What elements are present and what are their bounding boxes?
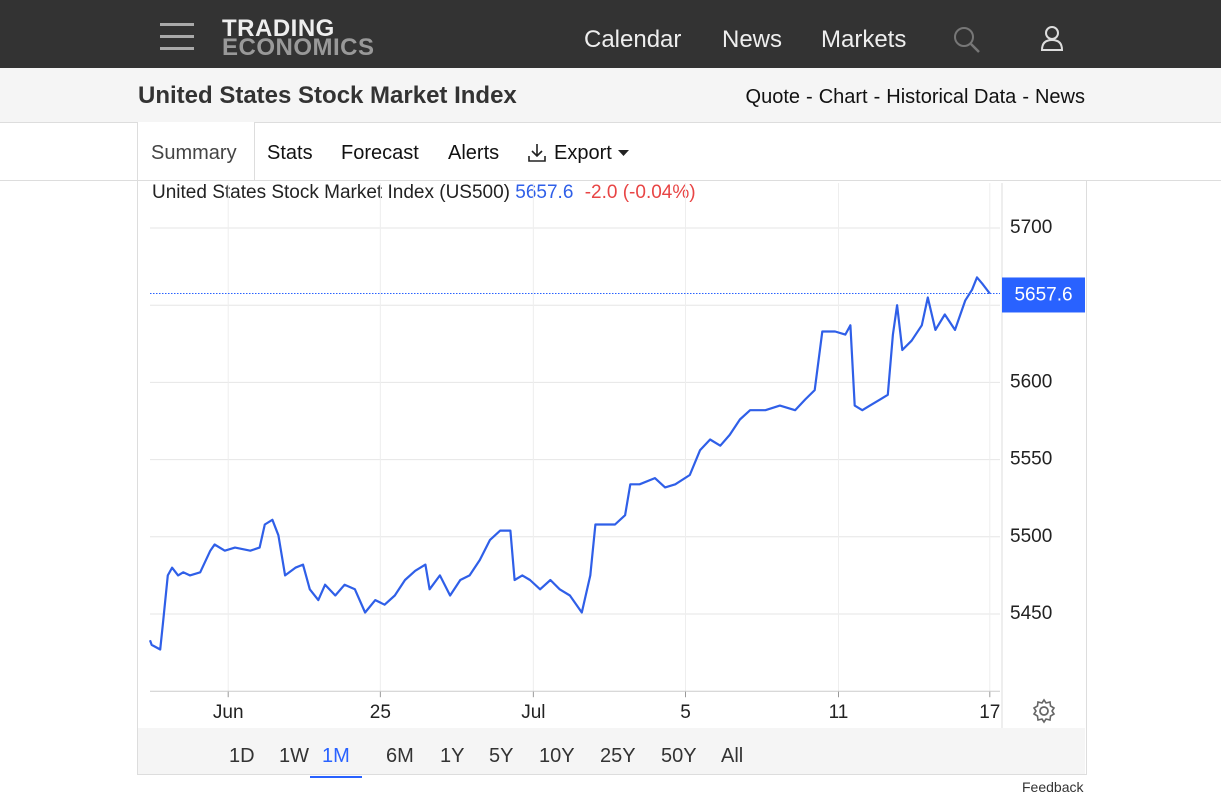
separator: - <box>806 86 813 108</box>
y-tick-label: 5500 <box>1010 526 1052 547</box>
logo-top[interactable]: TRADING <box>222 15 335 42</box>
feedback[interactable]: Feedback <box>1022 779 1084 795</box>
logo-bottom[interactable]: ECONOMICS <box>222 34 375 61</box>
tab[interactable]: Export <box>554 142 612 164</box>
range-button[interactable]: 50Y <box>661 745 697 767</box>
range-bar: 1D 1W 1M 6M 1Y 5Y 10Y 25Y 50Y All <box>138 728 1085 778</box>
x-tick-label: Jul <box>521 702 545 723</box>
chart-box: United States Stock Market Index (US500)… <box>137 180 1087 775</box>
range-button[interactable]: 25Y <box>600 745 636 767</box>
price-line <box>148 276 991 651</box>
range-button[interactable]: 1D <box>229 745 255 767</box>
range-button[interactable]: 5Y <box>489 745 514 767</box>
series-name: United States Stock Market Index (US500) <box>152 182 510 203</box>
sub-link[interactable]: Quote <box>745 86 801 108</box>
range-button[interactable]: 1Y <box>440 745 465 767</box>
page-title: United States Stock Market Index <box>138 82 517 109</box>
price-badge <box>1002 277 1085 313</box>
range-button[interactable]: All <box>721 745 744 767</box>
chart: 545055005550560056505700Jun25Jul51117565… <box>148 183 1085 728</box>
nav-link[interactable]: Markets <box>821 26 907 53</box>
download-icon[interactable] <box>527 142 549 164</box>
sub-link[interactable]: News <box>1034 86 1085 108</box>
range-button[interactable]: 1M <box>310 745 362 778</box>
chart-legend: United States Stock Market Index (US500)… <box>152 182 696 204</box>
tab-bar: Summary Stats Forecast Alerts Export <box>0 122 1221 181</box>
user-icon[interactable] <box>1040 25 1066 53</box>
tab[interactable]: Stats <box>267 142 313 164</box>
sub-link[interactable]: Chart <box>818 86 868 108</box>
y-tick-label: 5600 <box>1010 371 1052 392</box>
tab[interactable]: Summary <box>151 142 237 164</box>
range-button[interactable]: 1W <box>279 745 309 767</box>
y-tick-label: 5550 <box>1010 449 1052 470</box>
change: -2.0 <box>584 182 618 203</box>
x-tick-label: 11 <box>829 702 849 723</box>
x-tick-label: Jun <box>213 702 244 723</box>
x-tick-label: 5 <box>680 702 691 723</box>
sub-link[interactable]: Historical Data <box>886 86 1017 108</box>
nav-link[interactable]: Calendar <box>584 26 682 53</box>
range-button[interactable]: 6M <box>386 745 414 767</box>
y-tick-label: 5700 <box>1010 217 1052 238</box>
caret <box>618 150 629 156</box>
range-button[interactable]: 10Y <box>539 745 575 767</box>
x-tick-label: 25 <box>370 702 391 723</box>
separator: - <box>1022 86 1029 108</box>
nav-link[interactable]: News <box>722 26 783 53</box>
sub-bar: United States Stock Market Index Quote - C… <box>0 68 1221 123</box>
x-tick-label: 17 <box>979 702 1000 723</box>
search-icon[interactable] <box>953 26 983 54</box>
y-tick-label: 5450 <box>1010 603 1052 624</box>
last-price: 5657.6 <box>515 182 574 203</box>
settings-icon[interactable] <box>1031 698 1057 724</box>
price-badge-label: 5657.6 <box>1014 284 1072 305</box>
sub-links: Quote - Chart - Historical Data - News <box>746 86 1085 109</box>
separator: - <box>873 86 881 108</box>
active-tab-bg <box>137 122 255 180</box>
change-percent: (-0.04%) <box>622 182 696 203</box>
menu-icon[interactable] <box>160 23 196 51</box>
tab[interactable]: Forecast <box>341 142 419 164</box>
tab[interactable]: Alerts <box>448 142 500 164</box>
top-bar: TRADING ECONOMICS Calendar News Markets <box>0 0 1221 68</box>
